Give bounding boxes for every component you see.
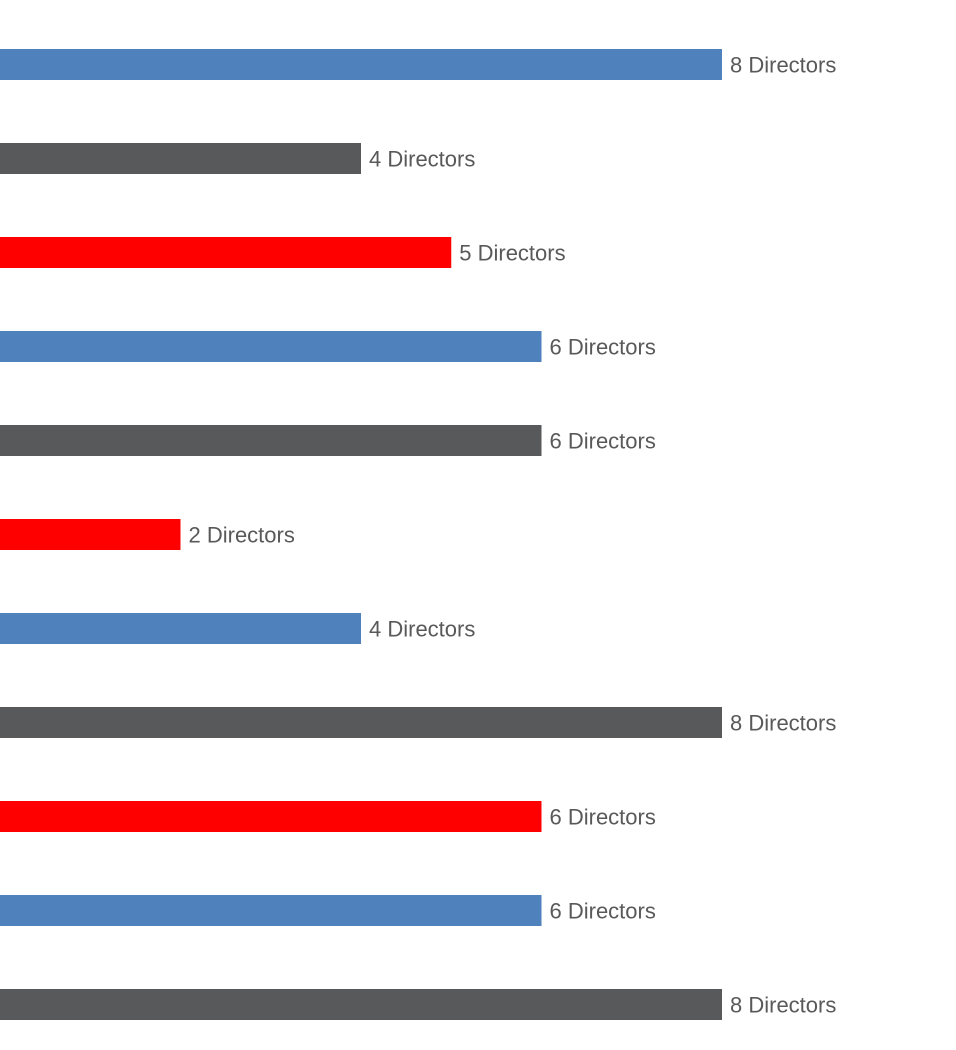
bar-labels-group: 8 Directors 4 Directors 5 Directors 6 Direc… <box>189 53 837 1018</box>
bar-label-9: 6 Directors <box>550 805 656 830</box>
bar-label-8: 8 Directors <box>730 711 836 736</box>
bar-6 <box>0 519 181 550</box>
bar-label-11: 8 Directors <box>730 993 836 1018</box>
bar-7 <box>0 613 361 644</box>
bar-4 <box>0 331 542 362</box>
bar-label-6: 2 Directors <box>189 523 295 548</box>
bar-9 <box>0 801 542 832</box>
bar-2 <box>0 143 361 174</box>
bar-11 <box>0 989 722 1020</box>
bar-label-2: 4 Directors <box>369 147 475 172</box>
bar-label-7: 4 Directors <box>369 617 475 642</box>
bar-label-1: 8 Directors <box>730 53 836 78</box>
bar-1 <box>0 49 722 80</box>
bar-label-4: 6 Directors <box>550 335 656 360</box>
bar-5 <box>0 425 542 456</box>
bar-label-3: 5 Directors <box>459 241 565 266</box>
bar-3 <box>0 237 452 268</box>
bar-label-5: 6 Directors <box>550 429 656 454</box>
bar-8 <box>0 707 722 738</box>
bars-group <box>0 49 722 1020</box>
bar-10 <box>0 895 542 926</box>
bar-label-10: 6 Directors <box>550 899 656 924</box>
